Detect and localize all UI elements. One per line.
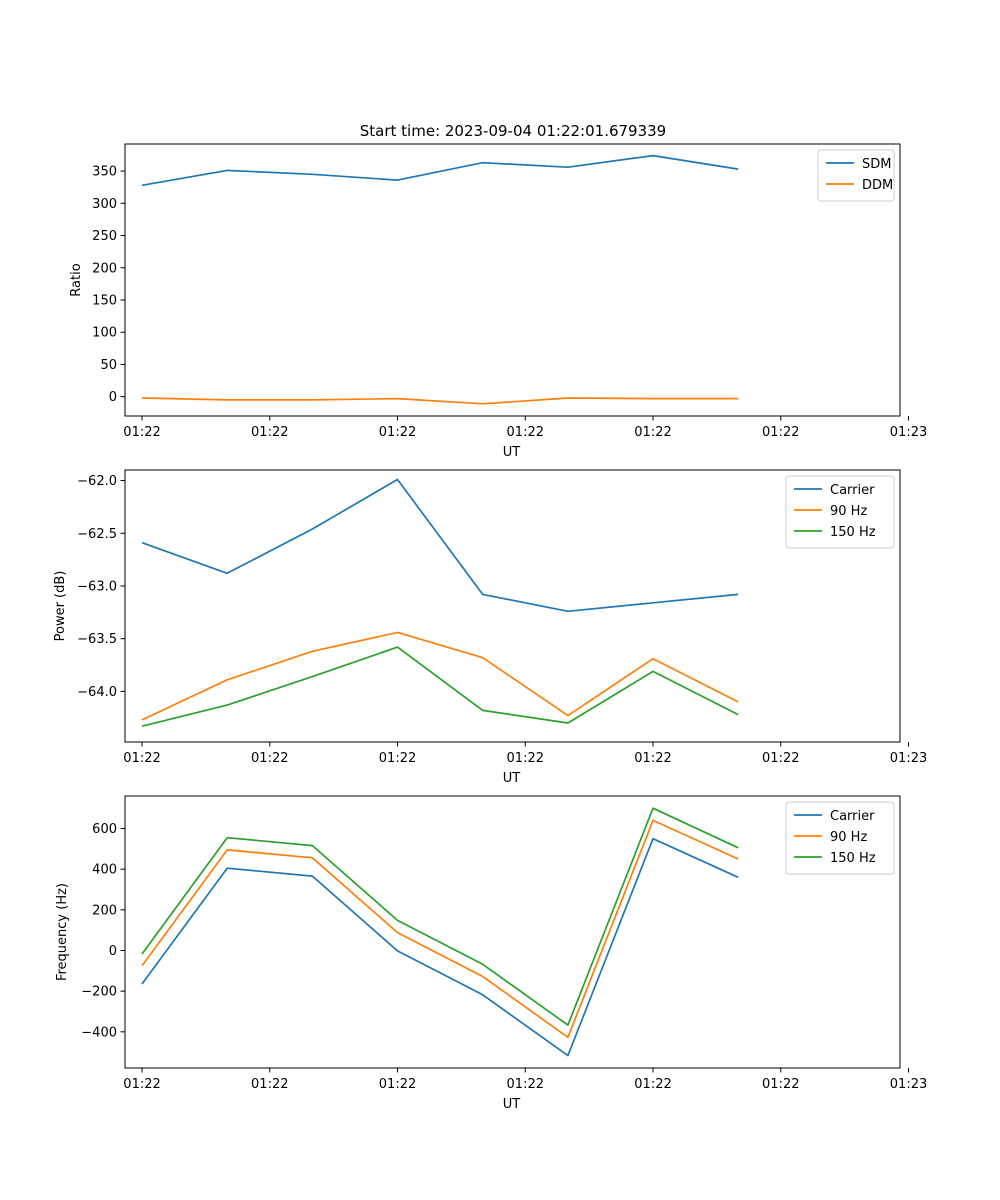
legend-frame [785, 475, 895, 549]
series-line-90-hz [141, 631, 739, 721]
subplots: 01:22 01:22 01:22 01:22 01:22 01:22 01:23 0 50 10… [53, 143, 927, 1112]
ratio-panel: 01:22 01:22 01:22 01:22 01:22 01:22 01:23 0 50 10… [69, 143, 927, 460]
y-tick-label: −64.0 [77, 685, 117, 700]
x-tick-label: 01:22 [251, 425, 288, 440]
y-tick-label: 250 [92, 229, 117, 244]
x-axis-label: UT [503, 1097, 521, 1112]
legend: Carrier 90 Hz 150 Hz [785, 475, 895, 549]
x-tick-label: 01:22 [762, 751, 799, 766]
y-tick-label: 300 [92, 197, 117, 212]
x-tick-label: 01:23 [890, 751, 927, 766]
y-axis-label: Power (dB) [53, 571, 68, 642]
y-axis-label: Frequency (Hz) [55, 883, 70, 981]
x-tick-label: 01:22 [379, 1077, 416, 1092]
y-tick-label: 0 [109, 944, 117, 959]
y-tick-label: −62.5 [77, 527, 117, 542]
x-tick-label: 01:22 [634, 751, 671, 766]
y-tick-label: 50 [100, 358, 117, 373]
x-tick-label: 01:22 [507, 425, 544, 440]
x-tick-label: 01:22 [634, 1077, 671, 1092]
figure-title: Start time: 2023-09-04 01:22:01.679339 [360, 122, 666, 140]
y-tick-label: 0 [109, 390, 117, 405]
y-tick-label: 350 [92, 165, 117, 180]
y-tick-label: 200 [92, 261, 117, 276]
series-line-carrier [141, 837, 739, 1057]
series-line-sdm [141, 154, 739, 187]
y-tick-label: 150 [92, 293, 117, 308]
x-axis-label: UT [503, 445, 521, 460]
y-axis-label: Ratio [69, 263, 84, 296]
x-tick-label: 01:22 [251, 1077, 288, 1092]
power-panel: 01:22 01:22 01:22 01:22 01:22 01:22 01:23 −64.0… [53, 469, 927, 786]
legend: SDM DDM [817, 149, 895, 202]
legend-label-90-hz: 90 Hz [830, 830, 867, 845]
x-tick-label: 01:22 [123, 425, 160, 440]
legend-label-150-hz: 150 Hz [830, 851, 876, 866]
y-tick-label: 100 [92, 326, 117, 341]
y-tick-label: −63.5 [77, 632, 117, 647]
x-axis-label: UT [503, 771, 521, 786]
y-tick-label: −200 [81, 985, 117, 1000]
x-tick-label: 01:22 [762, 425, 799, 440]
y-tick-label: −63.0 [77, 579, 117, 594]
x-tick-label: 01:22 [123, 751, 160, 766]
series-line-ddm [141, 397, 739, 405]
axes-frame [124, 143, 901, 417]
legend-frame [785, 801, 895, 875]
axes-frame [124, 795, 901, 1069]
series-line-150-hz [141, 807, 739, 1026]
legend-label-carrier: Carrier [830, 483, 875, 498]
x-tick-label: 01:22 [634, 425, 671, 440]
y-tick-label: 400 [92, 863, 117, 878]
y-tick-label: −400 [81, 1025, 117, 1040]
x-tick-label: 01:22 [251, 751, 288, 766]
x-tick-label: 01:22 [379, 425, 416, 440]
x-tick-label: 01:22 [379, 751, 416, 766]
axes-frame [124, 469, 901, 743]
legend-label-carrier: Carrier [830, 809, 875, 824]
x-tick-label: 01:22 [762, 1077, 799, 1092]
x-tick-label: 01:22 [123, 1077, 160, 1092]
legend-label-ddm: DDM [862, 178, 893, 193]
x-tick-label: 01:23 [890, 1077, 927, 1092]
series-line-150-hz [141, 646, 739, 728]
series-line-90-hz [141, 819, 739, 1039]
x-tick-label: 01:22 [507, 751, 544, 766]
y-tick-label: 200 [92, 903, 117, 918]
legend-label-150-hz: 150 Hz [830, 525, 876, 540]
legend: Carrier 90 Hz 150 Hz [785, 801, 895, 875]
x-tick-label: 01:23 [890, 425, 927, 440]
series-line-carrier [141, 478, 739, 613]
y-tick-label: 600 [92, 822, 117, 837]
legend-label-90-hz: 90 Hz [830, 504, 867, 519]
frequency-panel: 01:22 01:22 01:22 01:22 01:22 01:22 01:23 −400 −… [55, 795, 927, 1112]
y-tick-label: −62.0 [77, 474, 117, 489]
legend-label-sdm: SDM [862, 157, 891, 172]
x-tick-label: 01:22 [507, 1077, 544, 1092]
